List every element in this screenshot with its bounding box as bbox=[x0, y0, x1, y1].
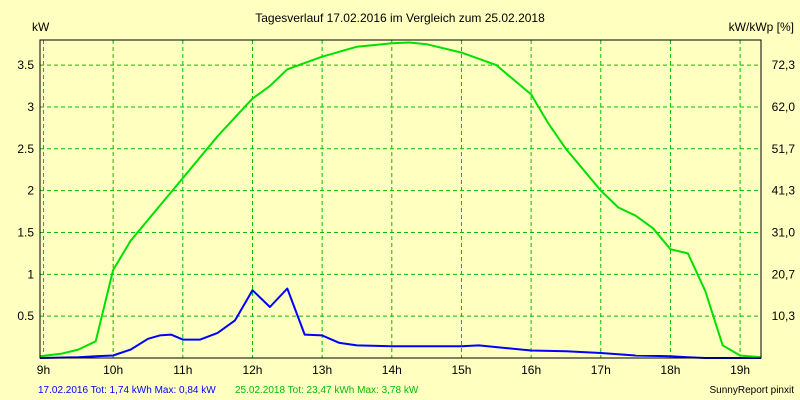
y-left-tick-label: 2 bbox=[27, 184, 34, 198]
left-axis-unit-label: kW bbox=[32, 20, 50, 34]
x-tick-label: 14h bbox=[382, 363, 402, 377]
y-left-tick-label: 2.5 bbox=[17, 142, 34, 156]
y-right-tick-label: 62,0 bbox=[772, 100, 796, 114]
y-right-tick-label: 20,7 bbox=[772, 267, 796, 281]
y-left-tick-label: 3 bbox=[27, 100, 34, 114]
x-tick-label: 9h bbox=[37, 363, 50, 377]
y-right-tick-label: 10,3 bbox=[772, 309, 796, 323]
plot-area bbox=[40, 40, 761, 358]
y-left-tick-label: 3.5 bbox=[17, 58, 34, 72]
series2-summary: 25.02.2018 Tot: 23,47 kWh Max: 3,78 kW bbox=[235, 385, 419, 396]
series-line-2 bbox=[39, 41, 762, 359]
plot-frame bbox=[39, 39, 762, 359]
y-right-tick-label: 72,3 bbox=[772, 58, 796, 72]
x-tick-label: 10h bbox=[103, 363, 123, 377]
vertical-gridlines bbox=[42, 40, 741, 358]
y-left-tick-label: 0.5 bbox=[17, 309, 34, 323]
chart-title: Tagesverlauf 17.02.2016 im Vergleich zum… bbox=[255, 11, 545, 25]
x-tick-label: 12h bbox=[242, 363, 262, 377]
y-left-tick-label: 1.5 bbox=[17, 225, 34, 239]
series1-summary: 17.02.2016 Tot: 1,74 kWh Max: 0,84 kW bbox=[38, 385, 216, 396]
x-tick-label: 11h bbox=[173, 363, 192, 377]
x-tick-label: 18h bbox=[660, 363, 680, 377]
x-tick-label: 13h bbox=[312, 363, 332, 377]
right-axis-unit-label: kW/kWp [%] bbox=[729, 20, 794, 34]
left-y-axis-ticks: 0.5 1 1.5 2 2.5 3 3.5 bbox=[17, 58, 34, 323]
x-tick-label: 17h bbox=[591, 363, 611, 377]
brand-label: SunnyReport pinxit bbox=[710, 385, 795, 396]
x-axis-ticks: 9h 10h 11h 12h 13h 14h 15h 16h 17h 18h 19h bbox=[37, 363, 750, 377]
x-tick-label: 15h bbox=[451, 363, 471, 377]
horizontal-gridlines bbox=[40, 64, 761, 317]
x-tick-label: 19h bbox=[730, 363, 750, 377]
y-right-tick-label: 41,3 bbox=[772, 184, 796, 198]
right-y-axis-ticks: 10,3 20,7 31,0 41,3 51,7 62,0 72,3 bbox=[772, 58, 796, 323]
y-left-tick-label: 1 bbox=[27, 267, 34, 281]
y-right-tick-label: 31,0 bbox=[772, 225, 796, 239]
x-tick-label: 16h bbox=[521, 363, 541, 377]
series-lines bbox=[39, 41, 762, 359]
series-line-1 bbox=[39, 287, 761, 359]
y-right-tick-label: 51,7 bbox=[772, 142, 796, 156]
